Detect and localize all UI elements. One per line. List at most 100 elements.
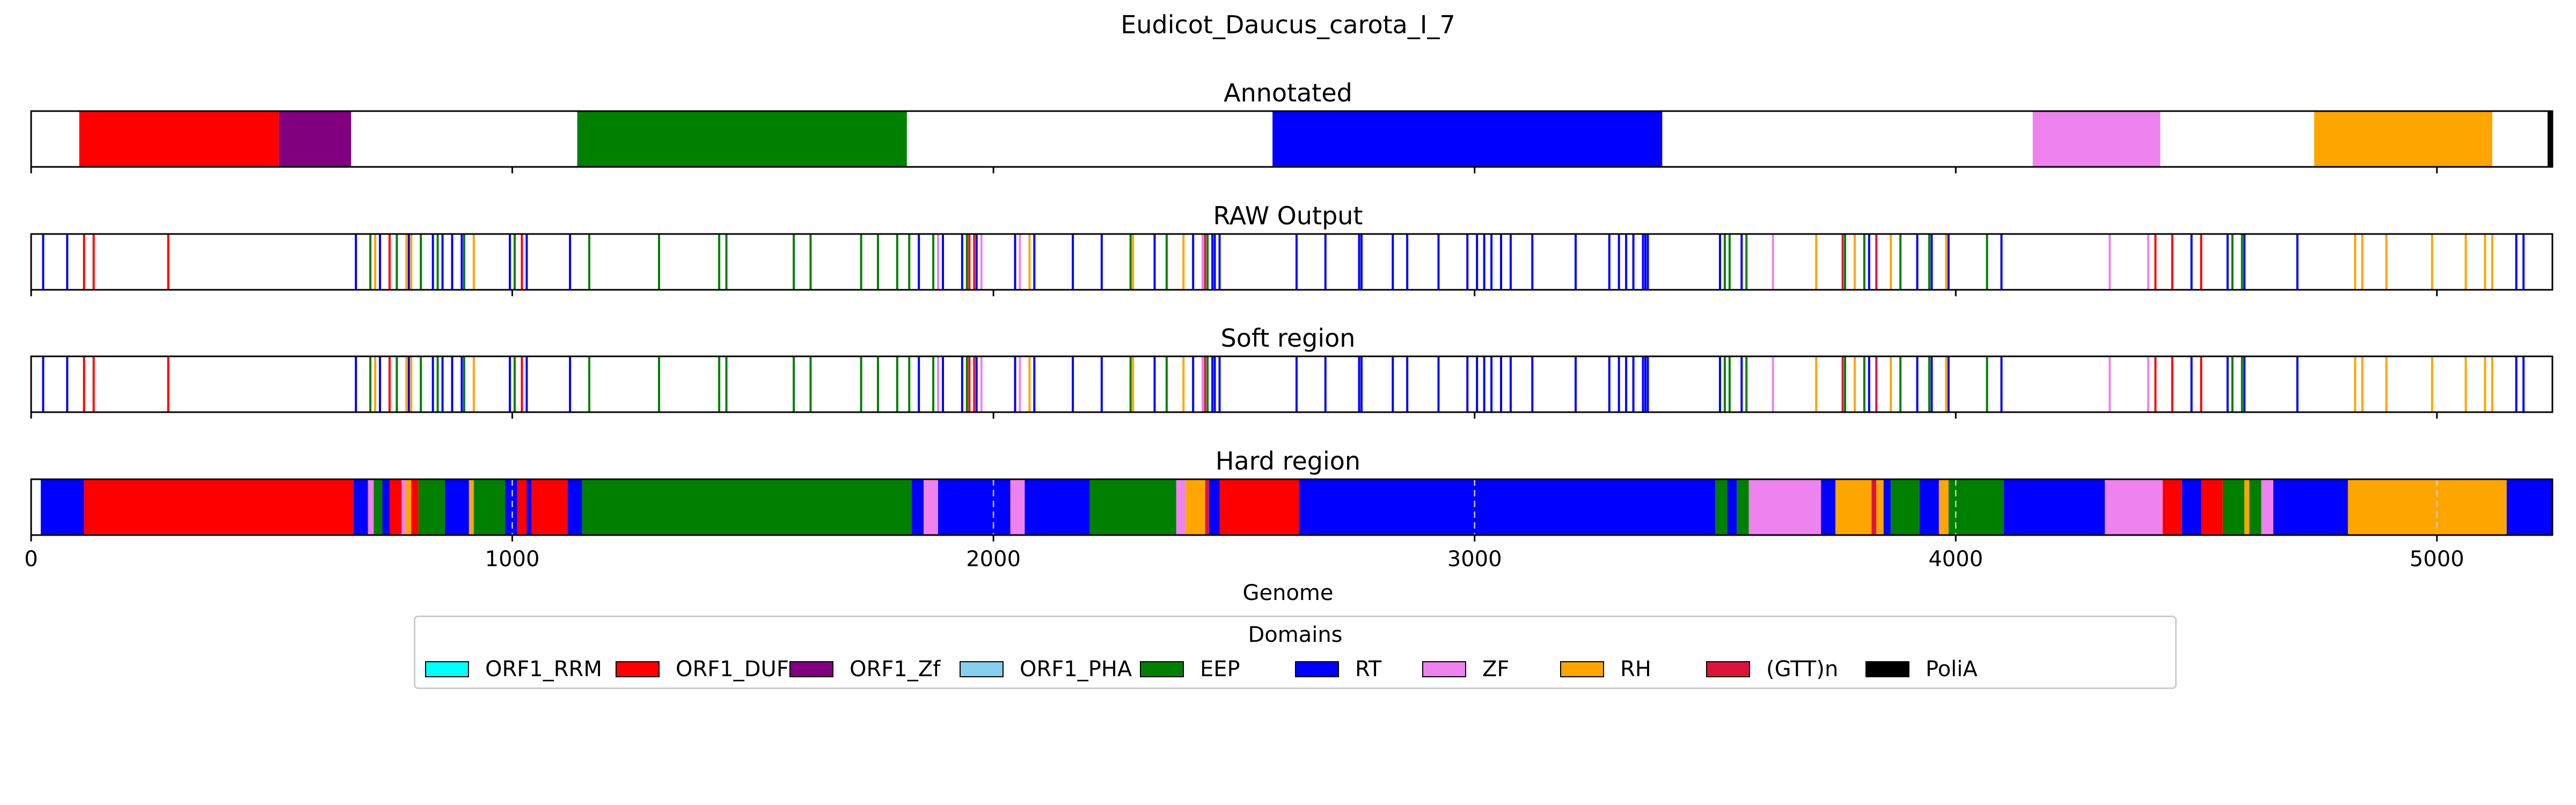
- legend-item: EEP: [1140, 657, 1240, 682]
- segment-rt: [2003, 479, 2105, 535]
- segment-rt: [2182, 479, 2201, 535]
- segment-eep: [2222, 479, 2245, 535]
- legend-swatch: [1140, 661, 1184, 677]
- legend-swatch: [1295, 661, 1339, 677]
- track-frame: [30, 110, 2553, 168]
- legend-item: ORF1_PHA: [960, 657, 1132, 682]
- segment-rh: [1185, 479, 1205, 535]
- legend-label: ZF: [1482, 657, 1510, 682]
- segment-zf: [1176, 479, 1186, 535]
- segment-zf: [2261, 479, 2273, 535]
- segment-rh: [2347, 479, 2507, 535]
- segment-rt: [2506, 479, 2552, 535]
- segment-rt: [40, 479, 84, 535]
- segment-eep: [374, 479, 383, 535]
- track-title: Soft region: [1221, 324, 1356, 353]
- segment-rt: [1883, 479, 1891, 535]
- track-2: Soft region: [30, 324, 2553, 419]
- legend-swatch: [425, 661, 469, 677]
- track-frame: [30, 355, 2553, 413]
- segment-rh: [1938, 479, 1949, 535]
- legend-swatch: [1865, 661, 1909, 677]
- legend-label: RT: [1355, 657, 1382, 682]
- segment-eep: [473, 479, 506, 535]
- segment-eep: [1715, 479, 1728, 535]
- segment-zf: [924, 479, 939, 535]
- segment-orf1duf: [411, 479, 419, 535]
- track-3: Hard region: [30, 447, 2553, 541]
- segment-orf1duf: [2162, 479, 2182, 535]
- x-tick-label: 5000: [2410, 547, 2464, 572]
- track-frame: [30, 478, 2553, 536]
- legend-label: ORF1_RRM: [485, 657, 602, 682]
- segment-orf1duf: [79, 111, 279, 167]
- segment-rh: [2314, 111, 2492, 167]
- legend-label: (GTT)n: [1766, 657, 1839, 682]
- segment-rh: [2244, 479, 2250, 535]
- legend-item: RT: [1295, 657, 1381, 682]
- segment-rt: [505, 479, 517, 535]
- segment-rh: [1835, 479, 1872, 535]
- legend-label: RH: [1620, 657, 1651, 682]
- segment-orf1duf: [1219, 479, 1299, 535]
- legend-item: ORF1_DUF: [616, 657, 789, 682]
- segment-polia: [2548, 111, 2552, 167]
- segment-gttn: [1205, 479, 1209, 535]
- track-title: Hard region: [1216, 447, 1360, 475]
- segment-rt: [353, 479, 368, 535]
- segment-rh: [469, 479, 474, 535]
- segment-rt: [445, 479, 469, 535]
- segment-eep: [577, 111, 907, 167]
- legend-item: ZF: [1422, 657, 1509, 682]
- x-tick-label: 4000: [1928, 547, 1983, 572]
- segment-eep: [2249, 479, 2262, 535]
- segment-zf: [2105, 479, 2163, 535]
- segment-eep: [1737, 479, 1749, 535]
- legend: Domains ORF1_RRM ORF1_DUF ORF1_Zf ORF1_PHA E…: [414, 616, 2177, 689]
- segment-rt: [567, 479, 582, 535]
- x-tick-label: 2000: [966, 547, 1021, 572]
- segment-rt: [1299, 479, 1715, 535]
- legend-swatch: [789, 661, 833, 677]
- segment-zf: [2032, 111, 2161, 167]
- legend-item: ORF1_RRM: [425, 657, 602, 682]
- segment-rt: [1209, 479, 1220, 535]
- legend-swatch: [1560, 661, 1604, 677]
- legend-item: (GTT)n: [1706, 657, 1838, 682]
- legend-label: EEP: [1200, 657, 1240, 682]
- segment-orf1duf: [84, 479, 354, 535]
- segment-rt: [526, 479, 532, 535]
- segment-eep: [1891, 479, 1920, 535]
- track-0: Annotated: [30, 78, 2553, 173]
- x-tick-label: 1000: [485, 547, 540, 572]
- segment-gttn: [1871, 479, 1877, 535]
- legend-swatch: [1422, 661, 1466, 677]
- tracks-layer: Annotated RAW Output Soft region Hard regio…: [24, 78, 2553, 572]
- segment-rt: [938, 479, 1011, 535]
- figure-title: Eudicot_Daucus_carota_I_7: [1121, 10, 1455, 39]
- track-title: Annotated: [1224, 78, 1352, 107]
- track-frame: [30, 233, 2553, 291]
- segment-rt: [382, 479, 390, 535]
- legend-swatch: [616, 661, 660, 677]
- segment-zf: [1010, 479, 1025, 535]
- segment-eep: [418, 479, 445, 535]
- legend-label: ORF1_DUF: [676, 657, 789, 682]
- segment-rt: [1727, 479, 1737, 535]
- segment-zf: [1748, 479, 1821, 535]
- segment-rt: [2273, 479, 2348, 535]
- segment-rh: [405, 479, 412, 535]
- legend-item: PoliA: [1865, 657, 1978, 682]
- legend-item: ORF1_Zf: [789, 657, 940, 682]
- segment-rt: [1920, 479, 1939, 535]
- segment-rt: [1024, 479, 1090, 535]
- segment-zf: [368, 479, 374, 535]
- segment-rt: [1821, 479, 1836, 535]
- segment-orf1zf: [279, 111, 352, 167]
- legend-item: RH: [1560, 657, 1651, 682]
- legend-label: PoliA: [1926, 657, 1978, 682]
- segment-eep: [582, 479, 912, 535]
- segment-eep: [1089, 479, 1176, 535]
- segment-zf: [401, 479, 406, 535]
